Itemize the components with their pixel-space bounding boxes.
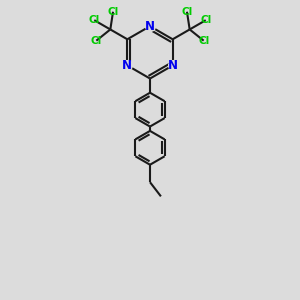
Text: N: N — [145, 20, 155, 33]
Text: Cl: Cl — [198, 36, 209, 46]
Text: N: N — [122, 59, 132, 72]
Text: Cl: Cl — [88, 15, 100, 25]
Text: Cl: Cl — [91, 36, 102, 46]
Text: Cl: Cl — [107, 7, 119, 17]
Text: Cl: Cl — [200, 15, 212, 25]
Text: Cl: Cl — [181, 7, 193, 17]
Text: N: N — [168, 59, 178, 72]
